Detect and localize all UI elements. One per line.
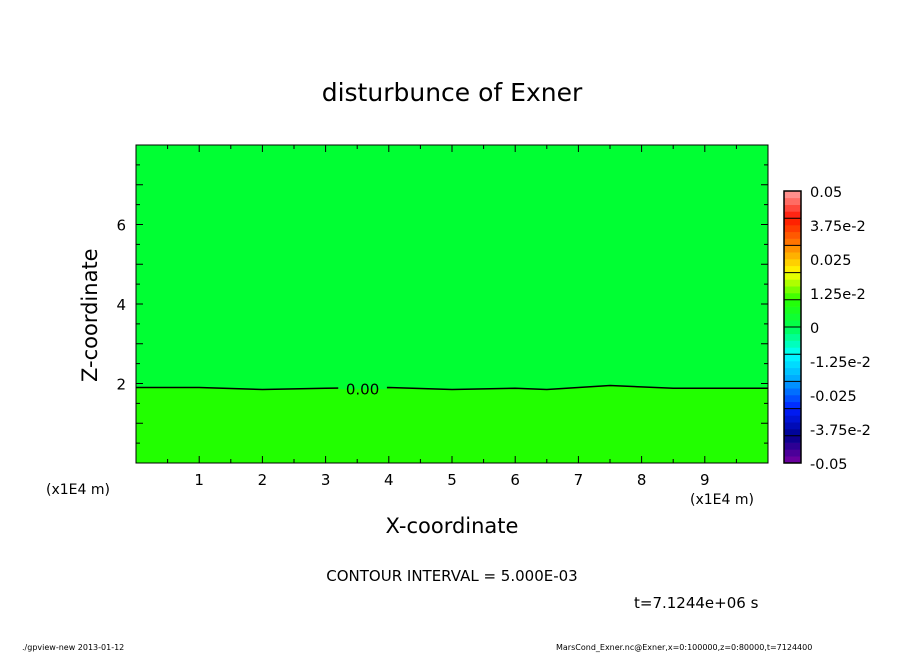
contour-line [136, 384, 768, 391]
footer-left: ./gpview-new 2013-01-12 [22, 643, 125, 652]
colorbar-swatch [784, 422, 801, 430]
chart-title: disturbunce of Exner [321, 78, 583, 107]
colorbar-swatch [784, 259, 801, 267]
colorbar-swatch [784, 225, 801, 233]
y-tick-label: 2 [116, 376, 126, 394]
colorbar-swatch [784, 354, 801, 362]
y-axis-label: Z-coordinate [78, 248, 102, 382]
colorbar-label: 3.75e-2 [810, 219, 866, 235]
colorbar-swatch [784, 361, 801, 369]
colorbar-swatch [784, 218, 801, 226]
colorbar-swatch [784, 272, 801, 280]
colorbar-swatch [784, 429, 801, 437]
x-unit-right: (x1E4 m) [690, 492, 754, 508]
colorbar-swatch [784, 408, 801, 416]
colorbar-swatch [784, 340, 801, 348]
colorbar-swatch [784, 197, 801, 205]
colorbar-swatch [784, 435, 801, 443]
colorbar-swatch [784, 327, 801, 335]
y-tick-label: 4 [116, 296, 126, 314]
colorbar-label: -0.025 [810, 389, 857, 405]
x-axis-label: X-coordinate [385, 514, 519, 538]
colorbar-swatch [784, 381, 801, 389]
colorbar-swatch [784, 395, 801, 403]
colorbar-label: -1.25e-2 [810, 355, 871, 371]
colorbar-swatch [784, 204, 801, 212]
colorbar-label: 0.05 [810, 185, 842, 201]
colorbar-swatch [784, 449, 801, 457]
colorbar-swatch [784, 211, 801, 219]
colorbar-swatch [784, 238, 801, 246]
contour-label: 0.00 [346, 380, 379, 398]
colorbar-swatch [784, 279, 801, 287]
region-below [136, 385, 768, 463]
colorbar-swatch [784, 401, 801, 409]
colorbar-label: -0.05 [810, 457, 848, 473]
colorbar-swatch [784, 313, 801, 321]
colorbar-swatch [784, 231, 801, 239]
x-tick-label: 3 [321, 471, 331, 489]
colorbar-swatch [784, 367, 801, 375]
x-tick-label: 4 [384, 471, 394, 489]
colorbar-swatch [784, 320, 801, 328]
colorbar-label: -3.75e-2 [810, 423, 871, 439]
x-tick-label: 6 [510, 471, 520, 489]
contour-interval: CONTOUR INTERVAL = 5.000E-03 [326, 567, 578, 585]
colorbar-swatch [784, 252, 801, 260]
colorbar-swatch [784, 442, 801, 450]
x-tick-label: 7 [574, 471, 584, 489]
colorbar-swatch [784, 191, 801, 199]
colorbar-swatch [784, 306, 801, 314]
colorbar-swatch [784, 333, 801, 341]
x-tick-label: 1 [194, 471, 204, 489]
colorbar-swatch [784, 374, 801, 382]
colorbar-swatch [784, 347, 801, 355]
colorbar-swatch [784, 415, 801, 423]
colorbar-swatch [784, 299, 801, 307]
colorbar-swatch [784, 388, 801, 396]
colorbar-frame [783, 190, 802, 464]
colorbar-label: 1.25e-2 [810, 287, 866, 303]
x-tick-label: 8 [637, 471, 647, 489]
x-tick-label: 5 [447, 471, 457, 489]
footer-right: MarsCond_Exner.nc@Exner,x=0:100000,z=0:8… [556, 643, 813, 652]
colorbar-swatch [784, 293, 801, 301]
x-tick-label: 2 [258, 471, 268, 489]
x-tick-label: 9 [700, 471, 710, 489]
colorbar-swatch [784, 286, 801, 294]
colorbar-swatch [784, 245, 801, 253]
colorbar-swatch [784, 265, 801, 273]
time-label: t=7.1244e+06 s [634, 594, 759, 612]
colorbar-swatch [784, 456, 801, 464]
x-unit-left: (x1E4 m) [46, 482, 110, 498]
colorbar-label: 0 [810, 321, 819, 337]
colorbar-label: 0.025 [810, 253, 852, 269]
y-tick-label: 6 [116, 217, 126, 235]
